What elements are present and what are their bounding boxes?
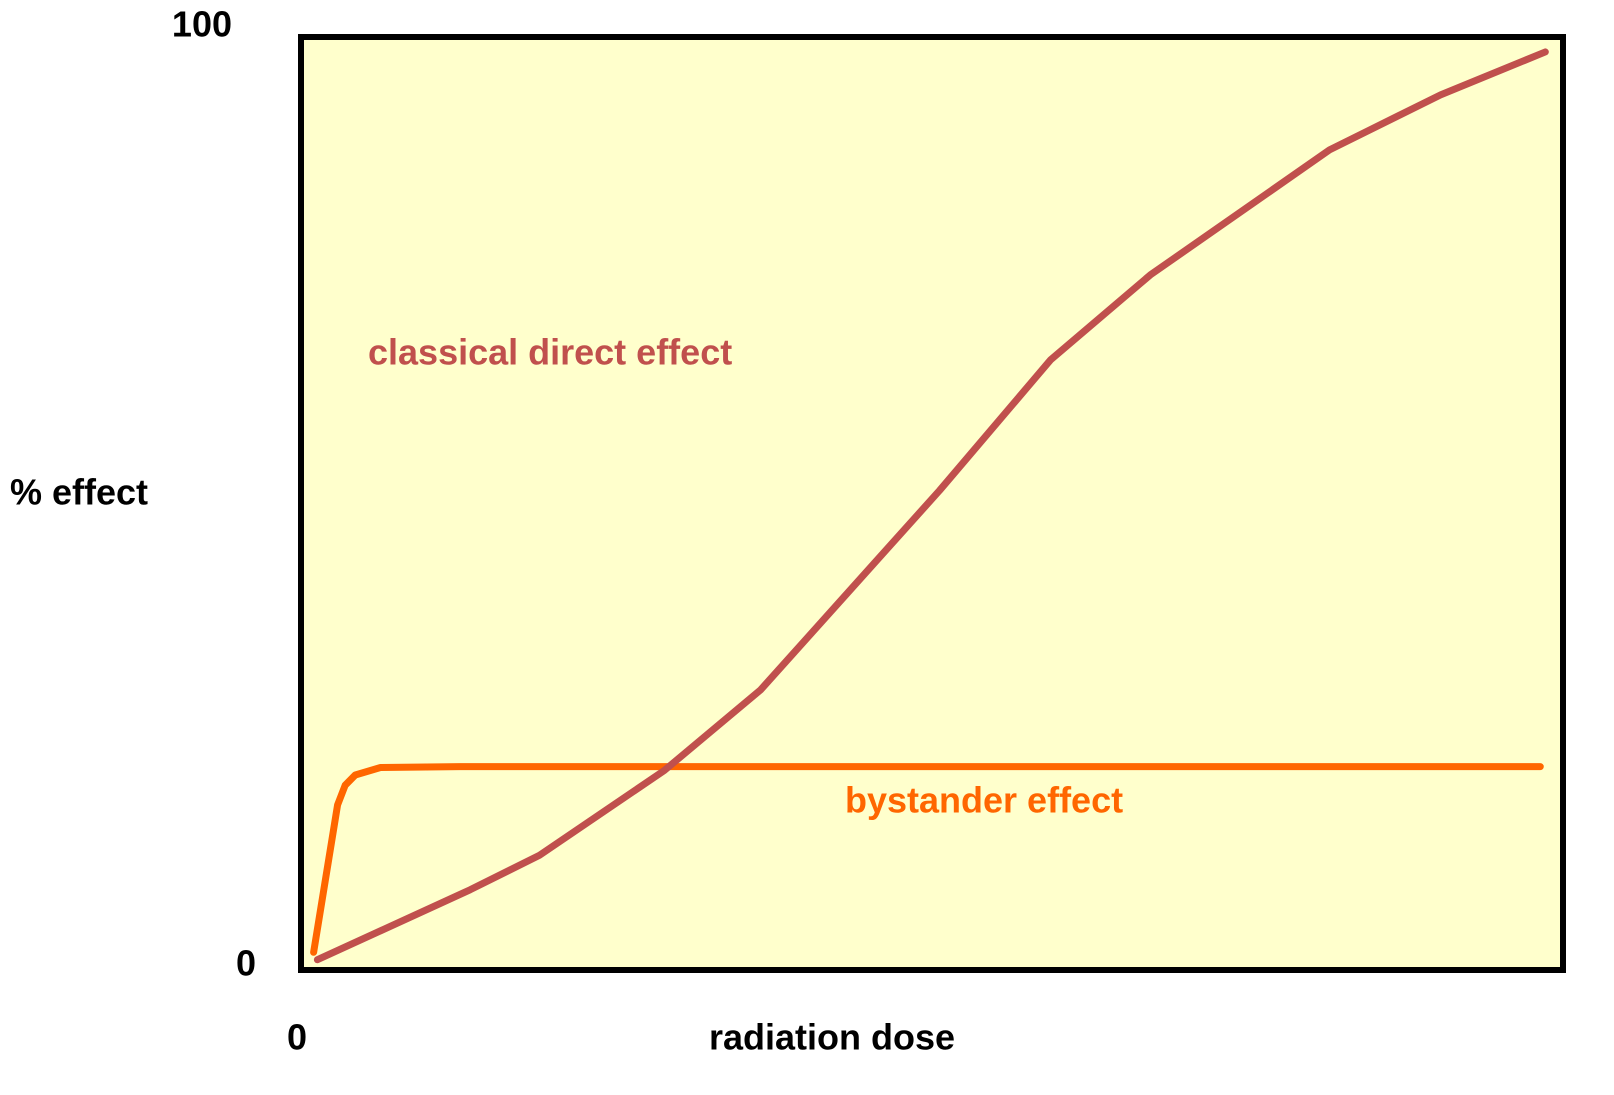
series-label: classical direct effect bbox=[368, 332, 732, 373]
series-line bbox=[310, 763, 1544, 956]
x-tick-label: 0 bbox=[287, 1017, 307, 1058]
series-label: bystander effect bbox=[845, 780, 1123, 821]
series-line bbox=[313, 48, 1549, 964]
plot-border bbox=[298, 34, 1566, 973]
y-tick-label: 0 bbox=[236, 943, 256, 984]
y-axis-label: % effect bbox=[10, 472, 148, 513]
y-tick-label: 100 bbox=[172, 4, 232, 45]
x-axis-label: radiation dose bbox=[709, 1017, 955, 1058]
